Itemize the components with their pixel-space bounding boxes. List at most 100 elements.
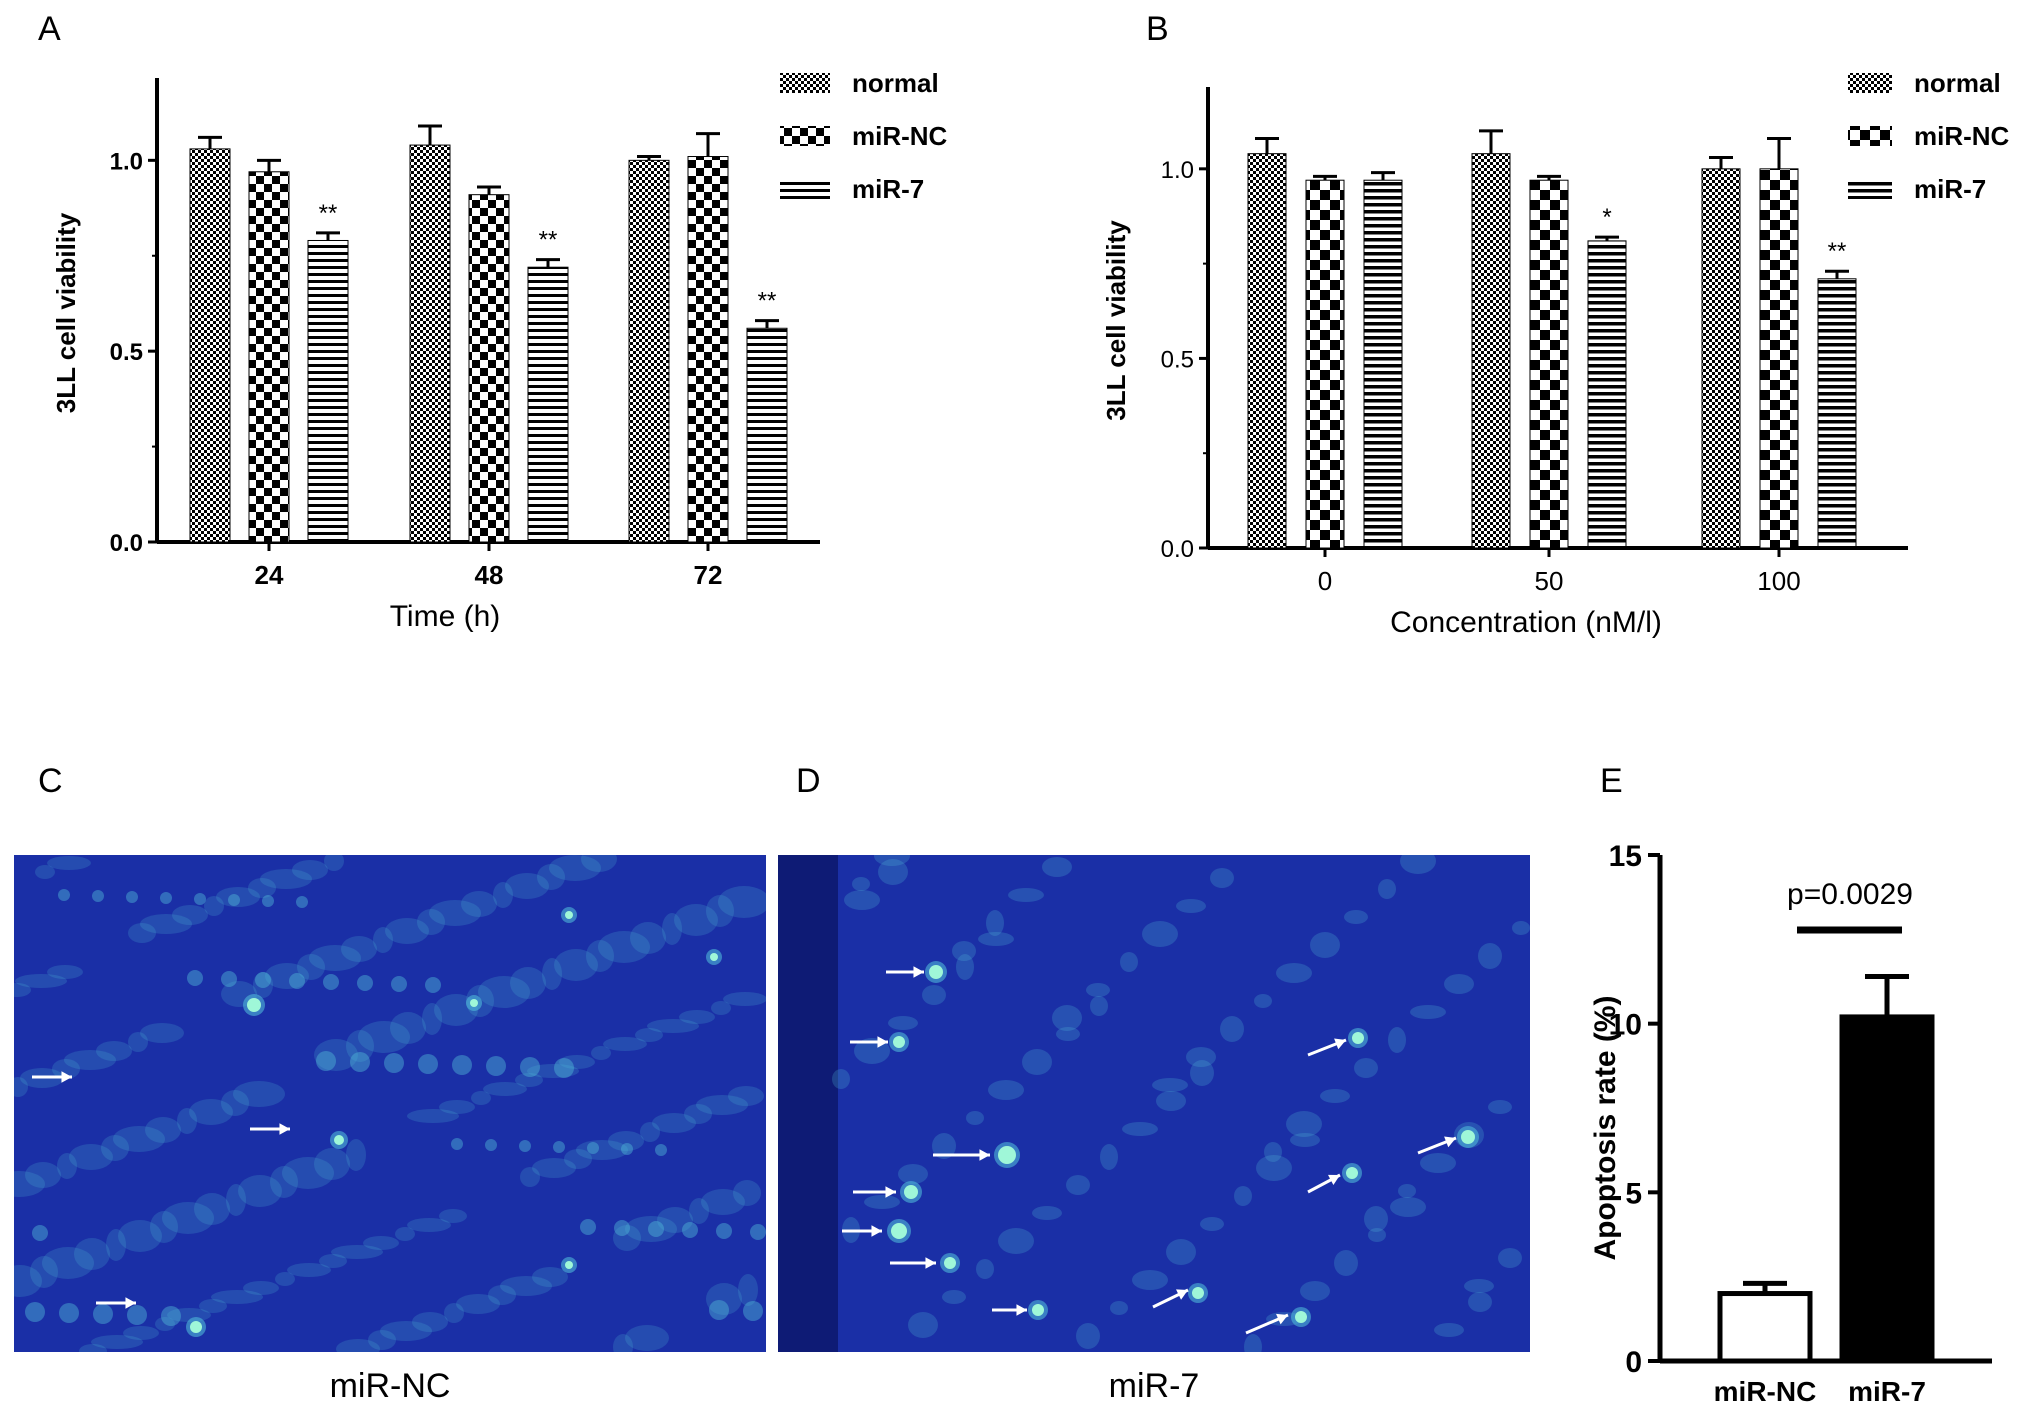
cell xyxy=(647,1019,699,1033)
cell xyxy=(429,900,481,926)
cell xyxy=(275,1272,295,1286)
cell xyxy=(96,1041,132,1061)
cell xyxy=(350,1052,370,1072)
legend-label: miR-7 xyxy=(852,174,924,204)
significance-label: * xyxy=(1602,204,1611,231)
cell xyxy=(1276,963,1312,983)
cell xyxy=(187,970,203,986)
arrow-head xyxy=(1176,1289,1188,1300)
cell xyxy=(976,1259,994,1279)
apoptotic-cell xyxy=(929,965,943,979)
cell xyxy=(750,1224,766,1240)
bar xyxy=(189,148,231,543)
cell xyxy=(488,1285,516,1305)
arrow-head xyxy=(871,1225,882,1237)
cell xyxy=(520,1167,540,1187)
cell xyxy=(1310,932,1340,958)
cell xyxy=(289,973,305,989)
cell xyxy=(587,1142,599,1154)
cell xyxy=(549,855,601,881)
cell xyxy=(932,1133,956,1159)
cell xyxy=(640,1122,660,1142)
cell xyxy=(1378,879,1396,899)
cell xyxy=(696,1095,748,1115)
legend-swatch xyxy=(780,179,830,199)
cell xyxy=(738,1274,758,1306)
cell xyxy=(716,1223,732,1239)
cell xyxy=(998,1228,1034,1254)
cell xyxy=(1388,1027,1406,1053)
cell xyxy=(532,1158,576,1178)
arrow-head xyxy=(885,1186,896,1198)
cell xyxy=(155,1317,175,1331)
cell xyxy=(14,1077,28,1097)
cell xyxy=(172,905,208,925)
cell xyxy=(613,1225,641,1251)
arrow-head xyxy=(925,1257,936,1269)
bar xyxy=(1701,168,1741,549)
apoptotic-cell xyxy=(904,1185,918,1199)
cell xyxy=(1354,1058,1378,1078)
cell xyxy=(852,877,870,891)
cell xyxy=(412,1312,448,1332)
cell xyxy=(1420,1153,1456,1173)
panel-letter-e: E xyxy=(1600,762,1623,800)
cell xyxy=(1368,1228,1386,1242)
cell xyxy=(500,1276,552,1296)
arrow-head xyxy=(1328,1174,1340,1186)
cell xyxy=(1478,943,1502,969)
cell xyxy=(674,904,718,936)
cell xyxy=(128,923,156,943)
cell xyxy=(15,974,67,988)
cell xyxy=(140,914,192,934)
cell xyxy=(439,1209,467,1223)
cell xyxy=(648,1221,664,1237)
cell xyxy=(238,1175,282,1207)
arrow-head xyxy=(61,1071,72,1083)
cell xyxy=(35,865,55,879)
panel-letter-b: B xyxy=(1146,10,1169,48)
cell xyxy=(101,1135,129,1161)
cell xyxy=(1334,1250,1358,1276)
cell xyxy=(1344,910,1368,924)
cell xyxy=(296,896,308,908)
x-tick-label: 24 xyxy=(255,560,284,590)
cell xyxy=(297,954,325,980)
cell xyxy=(1032,1206,1062,1220)
arrow-head xyxy=(979,1149,990,1161)
cell xyxy=(614,1220,630,1236)
cell xyxy=(706,1283,742,1315)
y-axis-label: Apoptosis rate (%) xyxy=(1589,995,1622,1260)
cell xyxy=(292,860,328,880)
cell xyxy=(684,1104,712,1124)
cell xyxy=(221,971,237,987)
cell xyxy=(363,1236,399,1250)
x-tick-label: miR-7 xyxy=(1848,1376,1926,1407)
cell xyxy=(956,954,974,980)
cell xyxy=(1398,1184,1416,1198)
cell xyxy=(106,1229,126,1261)
bar xyxy=(628,159,670,543)
arrow-head xyxy=(1334,1038,1346,1050)
bar xyxy=(468,194,510,543)
micrograph-mir-7-cells xyxy=(778,855,1530,1352)
y-tick-label: 0 xyxy=(1625,1346,1642,1379)
cell xyxy=(1022,1049,1052,1075)
cell xyxy=(451,1138,463,1150)
cell xyxy=(47,965,83,979)
panel-letter-c: C xyxy=(38,762,63,800)
bar xyxy=(1529,179,1569,549)
bar xyxy=(1817,278,1857,549)
cell xyxy=(456,1294,500,1314)
cell xyxy=(126,891,138,903)
cell xyxy=(580,1219,596,1235)
bar xyxy=(1363,179,1403,549)
cell xyxy=(331,1245,383,1259)
cell xyxy=(32,1225,48,1241)
cell xyxy=(316,1051,336,1071)
cell xyxy=(1254,994,1272,1008)
cell xyxy=(542,958,562,990)
cell xyxy=(243,1281,279,1295)
cell xyxy=(69,1144,113,1170)
y-tick-label: 5 xyxy=(1625,1177,1642,1210)
